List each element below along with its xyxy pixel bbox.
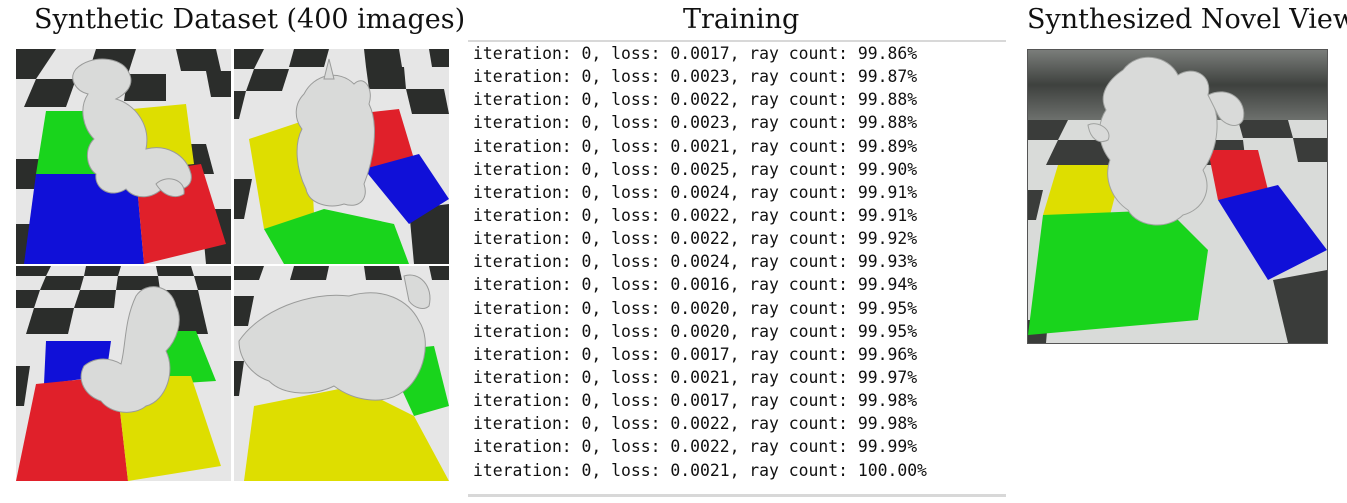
dataset-heading: Synthetic Dataset (400 images) bbox=[34, 4, 466, 35]
log-line: iteration: 0, loss: 0.0025, ray count: 9… bbox=[473, 159, 918, 179]
log-line: iteration: 0, loss: 0.0016, ray count: 9… bbox=[473, 275, 918, 295]
log-line: iteration: 0, loss: 0.0017, ray count: 9… bbox=[473, 391, 918, 411]
dataset-image-2 bbox=[234, 49, 449, 264]
log-line: iteration: 0, loss: 0.0023, ray count: 9… bbox=[473, 67, 918, 87]
training-log[interactable]: iteration: 0, loss: 0.0017, ray count: 9… bbox=[468, 40, 1006, 497]
log-line: iteration: 0, loss: 0.0024, ray count: 9… bbox=[473, 182, 918, 202]
dataset-image-4 bbox=[234, 266, 449, 481]
dragon-figure bbox=[72, 58, 192, 198]
log-line: iteration: 0, loss: 0.0022, ray count: 9… bbox=[473, 437, 918, 457]
log-line: iteration: 0, loss: 0.0022, ray count: 9… bbox=[473, 229, 918, 249]
dragon-figure bbox=[238, 274, 431, 401]
dragon-figure bbox=[1087, 56, 1245, 226]
log-line: iteration: 0, loss: 0.0022, ray count: 9… bbox=[473, 90, 918, 110]
training-heading: Training bbox=[683, 4, 800, 35]
novel-view-image bbox=[1027, 49, 1328, 344]
dragon-figure bbox=[295, 58, 375, 207]
log-line: iteration: 0, loss: 0.0020, ray count: 9… bbox=[473, 298, 918, 318]
log-line: iteration: 0, loss: 0.0023, ray count: 9… bbox=[473, 113, 918, 133]
log-line: iteration: 0, loss: 0.0017, ray count: 9… bbox=[473, 344, 918, 364]
dragon-figure bbox=[80, 286, 180, 413]
log-line: iteration: 0, loss: 0.0022, ray count: 9… bbox=[473, 205, 918, 225]
dataset-image-3 bbox=[16, 266, 231, 481]
log-line: iteration: 0, loss: 0.0021, ray count: 9… bbox=[473, 136, 918, 156]
log-line: iteration: 0, loss: 0.0021, ray count: 9… bbox=[473, 367, 918, 387]
log-line: iteration: 0, loss: 0.0021, ray count: 1… bbox=[473, 460, 927, 480]
novel-view-heading: Synthesized Novel View bbox=[1027, 4, 1347, 35]
log-line: iteration: 0, loss: 0.0024, ray count: 9… bbox=[473, 252, 918, 272]
log-line: iteration: 0, loss: 0.0017, ray count: 9… bbox=[473, 44, 918, 63]
dataset-image-grid bbox=[16, 49, 449, 481]
log-line: iteration: 0, loss: 0.0020, ray count: 9… bbox=[473, 321, 918, 341]
dataset-image-1 bbox=[16, 49, 231, 264]
log-line: iteration: 0, loss: 0.0022, ray count: 9… bbox=[473, 414, 918, 434]
